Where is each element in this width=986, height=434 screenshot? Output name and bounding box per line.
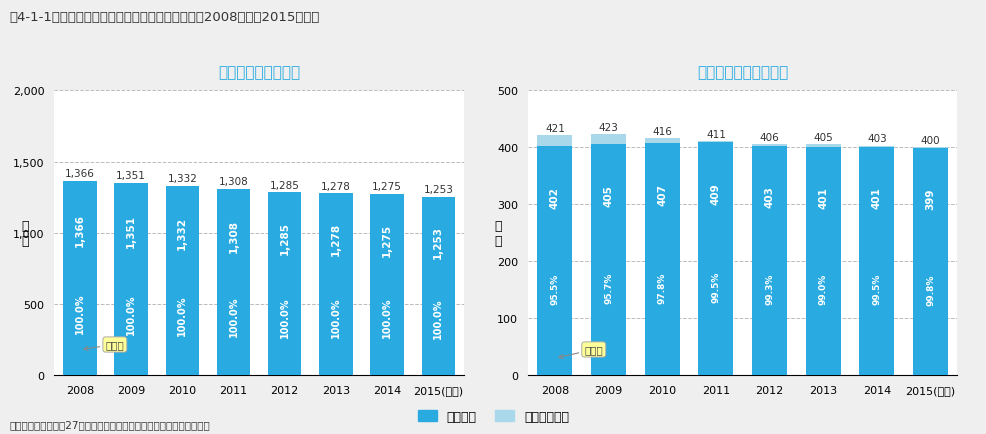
Text: 405: 405 bbox=[602, 185, 613, 207]
Text: 99.5%: 99.5% bbox=[872, 273, 880, 304]
Text: 1,308: 1,308 bbox=[228, 220, 239, 253]
Bar bbox=[318, 194, 352, 375]
Text: 達成率: 達成率 bbox=[84, 340, 124, 351]
Bar bbox=[114, 184, 148, 375]
Text: 406: 406 bbox=[759, 132, 779, 142]
Text: 1,278: 1,278 bbox=[330, 223, 340, 256]
Text: 95.7%: 95.7% bbox=[603, 272, 612, 303]
Text: 1,275: 1,275 bbox=[372, 182, 401, 192]
Bar bbox=[217, 190, 249, 375]
Text: 1,275: 1,275 bbox=[382, 223, 391, 256]
Text: 1,351: 1,351 bbox=[116, 171, 146, 181]
Text: 100.0%: 100.0% bbox=[75, 293, 85, 333]
Bar bbox=[698, 142, 733, 375]
Bar bbox=[63, 181, 97, 375]
Bar bbox=[591, 145, 625, 375]
Text: 99.3%: 99.3% bbox=[764, 273, 773, 304]
Bar bbox=[644, 139, 679, 375]
Y-axis label: 局
数: 局 数 bbox=[494, 219, 501, 247]
Text: 1,366: 1,366 bbox=[65, 169, 95, 179]
Legend: 達成局数, 有効測定局数: 達成局数, 有効測定局数 bbox=[412, 405, 574, 428]
Text: 400: 400 bbox=[920, 136, 940, 146]
Text: 1,278: 1,278 bbox=[320, 181, 350, 191]
Text: 416: 416 bbox=[652, 127, 671, 137]
Bar bbox=[166, 186, 199, 375]
Bar bbox=[591, 135, 625, 375]
Text: 95.5%: 95.5% bbox=[550, 273, 559, 304]
Text: 資料：環境省「平成27年度大気汚染状況について（報道発表資料）」: 資料：環境省「平成27年度大気汚染状況について（報道発表資料）」 bbox=[10, 420, 210, 430]
Text: 1,285: 1,285 bbox=[279, 222, 290, 255]
Text: 1,366: 1,366 bbox=[75, 214, 85, 246]
Bar bbox=[859, 148, 893, 375]
Text: 100.0%: 100.0% bbox=[177, 295, 187, 335]
Text: 100.0%: 100.0% bbox=[126, 294, 136, 334]
Bar bbox=[805, 145, 840, 375]
Bar bbox=[751, 145, 786, 375]
Text: 围4-1-1　二酸化照素の環境基準達成状況の推移（2008年度～2015年度）: 围4-1-1 二酸化照素の環境基準達成状況の推移（2008年度～2015年度） bbox=[10, 11, 319, 24]
Text: 100.0%: 100.0% bbox=[433, 298, 443, 339]
Bar bbox=[751, 146, 786, 375]
Text: 1,253: 1,253 bbox=[433, 225, 443, 258]
Text: 1,308: 1,308 bbox=[218, 177, 248, 187]
Text: 401: 401 bbox=[871, 187, 881, 208]
Text: 達成率: 達成率 bbox=[558, 345, 602, 358]
Text: 自動車排出ガス測定局: 自動車排出ガス測定局 bbox=[696, 65, 788, 80]
Text: 403: 403 bbox=[764, 186, 774, 207]
Bar bbox=[421, 197, 455, 375]
Bar bbox=[805, 148, 840, 375]
Text: 1,351: 1,351 bbox=[126, 215, 136, 248]
Bar bbox=[166, 186, 199, 375]
Text: 405: 405 bbox=[812, 133, 832, 143]
Text: 411: 411 bbox=[705, 129, 725, 139]
Bar bbox=[644, 144, 679, 375]
Bar bbox=[217, 190, 249, 375]
Bar bbox=[859, 146, 893, 375]
Y-axis label: 局
数: 局 数 bbox=[22, 219, 30, 247]
Bar bbox=[268, 193, 301, 375]
Text: 99.5%: 99.5% bbox=[711, 271, 720, 302]
Bar bbox=[698, 143, 733, 375]
Text: 403: 403 bbox=[866, 134, 885, 144]
Bar bbox=[537, 136, 572, 375]
Bar bbox=[370, 194, 403, 375]
Bar bbox=[370, 194, 403, 375]
Bar bbox=[912, 148, 947, 375]
Text: 1,332: 1,332 bbox=[177, 217, 187, 250]
Text: 401: 401 bbox=[817, 187, 827, 208]
Text: 421: 421 bbox=[544, 124, 564, 134]
Text: 99.0%: 99.0% bbox=[818, 273, 827, 304]
Bar bbox=[114, 184, 148, 375]
Text: 97.8%: 97.8% bbox=[657, 272, 666, 303]
Text: 100.0%: 100.0% bbox=[330, 297, 340, 338]
Text: 一般環境大気測定局: 一般環境大気測定局 bbox=[218, 65, 300, 80]
Text: 100.0%: 100.0% bbox=[382, 297, 391, 338]
Text: 100.0%: 100.0% bbox=[228, 296, 239, 336]
Text: 399: 399 bbox=[925, 188, 935, 209]
Bar bbox=[268, 193, 301, 375]
Bar bbox=[537, 147, 572, 375]
Bar bbox=[912, 148, 947, 375]
Text: 1,253: 1,253 bbox=[423, 185, 453, 195]
Text: 1,285: 1,285 bbox=[269, 180, 300, 190]
Text: 423: 423 bbox=[598, 123, 618, 133]
Text: 1,332: 1,332 bbox=[168, 174, 197, 184]
Bar bbox=[318, 194, 352, 375]
Bar bbox=[63, 181, 97, 375]
Text: 409: 409 bbox=[710, 183, 720, 205]
Text: 99.8%: 99.8% bbox=[925, 273, 934, 305]
Bar bbox=[421, 197, 455, 375]
Text: 402: 402 bbox=[549, 186, 559, 208]
Text: 100.0%: 100.0% bbox=[279, 297, 290, 337]
Text: 407: 407 bbox=[657, 184, 667, 206]
